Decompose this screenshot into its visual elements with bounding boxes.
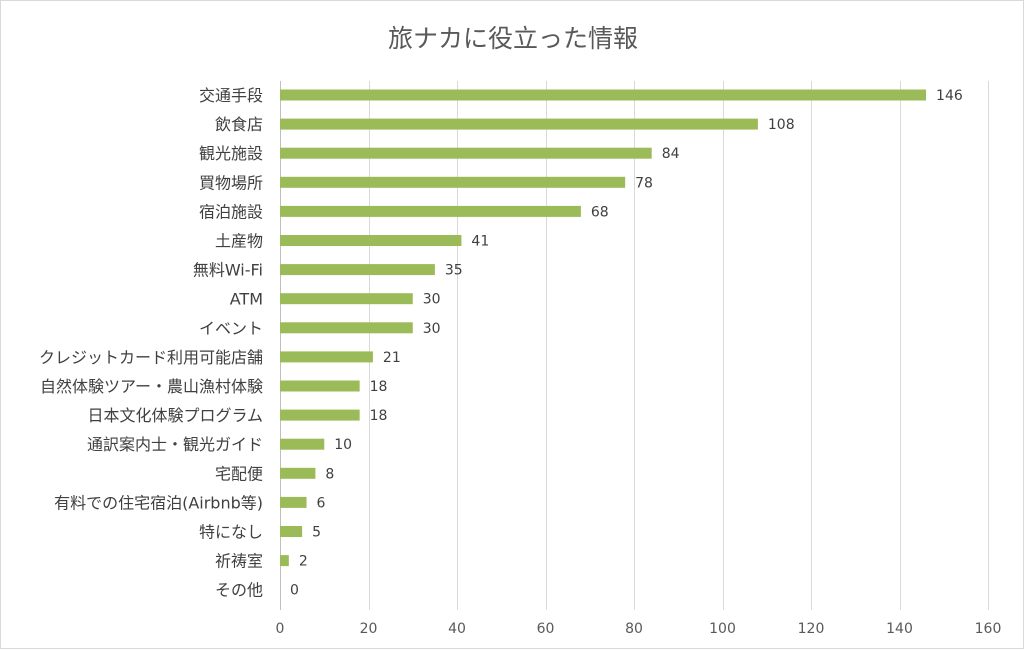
bar <box>280 380 360 392</box>
bar <box>280 89 927 101</box>
category-label: 土産物 <box>215 232 263 251</box>
data-label: 41 <box>471 234 489 250</box>
data-label: 68 <box>591 204 609 220</box>
bar <box>280 235 462 246</box>
bar <box>280 409 360 421</box>
category-label: 宅配便 <box>215 464 263 483</box>
category-label: クレジットカード利用可能店舗 <box>39 348 263 367</box>
data-label: 30 <box>423 292 441 308</box>
data-label: 30 <box>423 321 441 337</box>
data-label: 10 <box>334 437 352 453</box>
bar <box>280 264 435 276</box>
data-label: 8 <box>325 466 334 482</box>
chart-title: 旅ナカに役立った情報 <box>388 24 638 53</box>
data-label: 35 <box>445 263 463 279</box>
bar <box>280 526 303 537</box>
category-label: 通訳案内士・観光ガイド <box>87 435 263 454</box>
category-label: 飲食店 <box>215 115 263 134</box>
data-label: 146 <box>936 88 963 104</box>
category-label: 無料Wi-Fi <box>193 261 263 280</box>
data-label: 21 <box>383 350 401 366</box>
bar <box>280 147 652 159</box>
bar <box>280 176 626 188</box>
category-label: 日本文化体験プログラム <box>87 406 263 425</box>
category-label: ATM <box>230 290 263 309</box>
category-label: 特になし <box>199 523 263 542</box>
data-label: 0 <box>290 583 299 599</box>
bar <box>280 438 325 450</box>
bar <box>280 555 289 567</box>
category-label: イベント <box>199 319 263 338</box>
bar <box>280 322 413 334</box>
category-label: 観光施設 <box>199 144 263 163</box>
data-label: 18 <box>370 408 388 424</box>
data-label: 2 <box>299 554 308 570</box>
bar <box>280 351 373 363</box>
x-tick-label: 40 <box>448 621 466 637</box>
x-tick-label: 80 <box>625 621 643 637</box>
data-label: 18 <box>370 379 388 395</box>
gridlines <box>280 81 989 610</box>
data-label: 5 <box>312 525 321 541</box>
category-label: 交通手段 <box>199 86 263 105</box>
category-label: 祈祷室 <box>215 552 263 571</box>
x-tick-label: 120 <box>798 621 825 637</box>
x-tick-label: 0 <box>276 621 285 637</box>
data-label: 78 <box>635 175 653 191</box>
x-tick-label: 100 <box>709 621 736 637</box>
bar <box>280 205 581 217</box>
x-tick-label: 140 <box>886 621 913 637</box>
data-label: 84 <box>662 146 680 162</box>
bar <box>280 467 316 479</box>
category-label: 宿泊施設 <box>199 202 263 221</box>
bar <box>280 293 413 305</box>
bars <box>280 89 927 567</box>
x-tick-label: 20 <box>360 621 378 637</box>
x-tick-label: 60 <box>537 621 555 637</box>
category-label: その他 <box>215 581 263 600</box>
bar <box>280 496 307 508</box>
category-label: 有料での住宅宿泊(Airbnb等) <box>54 493 263 512</box>
bar <box>280 118 758 130</box>
category-label: 買物場所 <box>199 173 263 192</box>
data-label: 108 <box>768 117 795 133</box>
x-tick-label: 160 <box>975 621 1002 637</box>
x-axis-tick-labels: 0 20 40 60 80 100 120 140 160 <box>276 621 1002 637</box>
category-label: 自然体験ツアー・農山漁村体験 <box>40 377 263 396</box>
data-label: 6 <box>317 495 326 511</box>
